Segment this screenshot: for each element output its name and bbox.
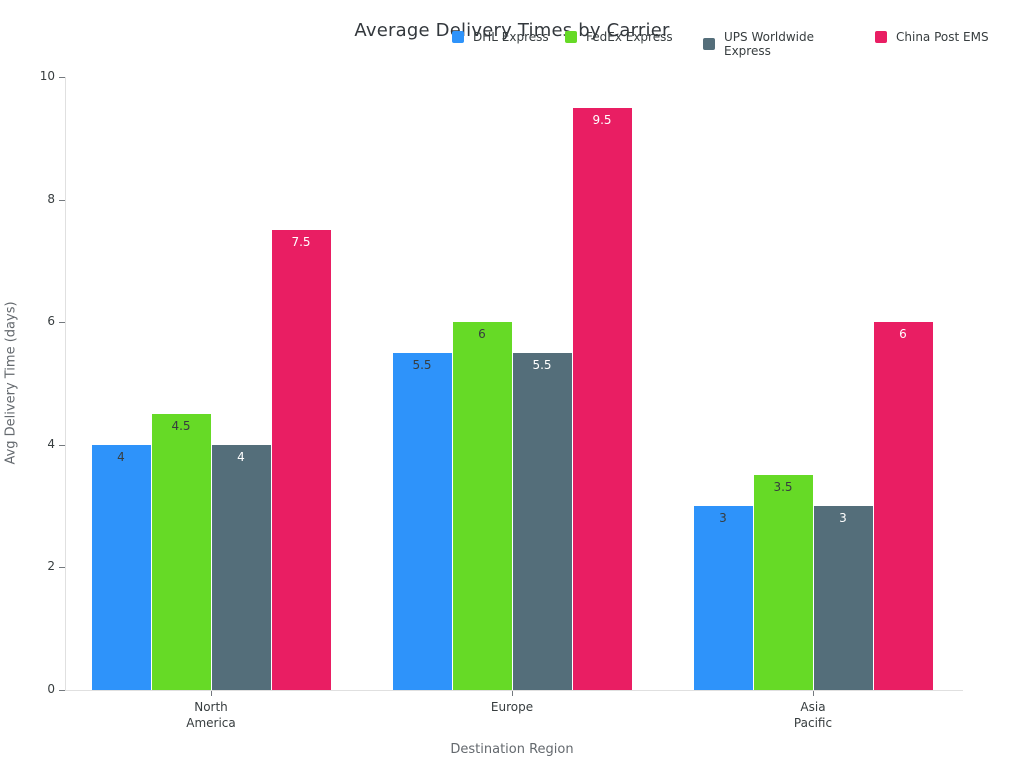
y-axis-tick [59, 567, 65, 569]
bar-china-post-ems-asia-pacific: 6 [873, 322, 933, 690]
legend-swatch-icon [565, 31, 577, 43]
bar-fedex-express-north-america: 4.5 [151, 414, 211, 690]
bar-value-label: 6 [478, 327, 486, 342]
y-axis-title: Avg Delivery Time (days) [3, 301, 19, 465]
legend-label: DHL Express [473, 30, 549, 44]
bar-ups-worldwide-express-asia-pacific: 3 [813, 506, 873, 690]
legend-swatch-icon [452, 31, 464, 43]
x-axis-line [65, 690, 963, 691]
x-axis-tick-label-asia-pacific: Asia Pacific [793, 700, 833, 730]
y-axis-tick [59, 322, 65, 324]
legend-item-fedex-express[interactable]: FedEx Express [565, 30, 673, 44]
bar-value-label: 6 [899, 327, 907, 342]
bar-china-post-ems-europe: 9.5 [572, 107, 632, 690]
legend-item-ups-worldwide-express[interactable]: UPS Worldwide Express [703, 30, 824, 58]
y-axis-tick [59, 444, 65, 446]
bar-fedex-express-europe: 6 [452, 322, 512, 690]
bar-dhl-express-europe: 5.5 [392, 352, 452, 690]
bar-value-label: 4 [117, 449, 125, 464]
legend-label: FedEx Express [586, 30, 673, 44]
y-axis-tick-label: 2 [47, 559, 55, 574]
y-axis-tick [59, 77, 65, 78]
bar-value-label: 4.5 [171, 419, 191, 434]
bar-dhl-express-north-america: 4 [91, 444, 151, 690]
bar-dhl-express-asia-pacific: 3 [693, 506, 753, 690]
y-axis-line [65, 77, 66, 690]
x-axis-tick-label-north-america: North America [186, 700, 236, 730]
x-axis-tick [813, 691, 814, 696]
legend-label: UPS Worldwide Express [724, 30, 814, 58]
legend-label: China Post EMS [896, 30, 989, 44]
bar-value-label: 3 [839, 511, 847, 526]
legend-item-dhl-express[interactable]: DHL Express [452, 30, 549, 44]
y-axis-tick-label: 10 [39, 69, 55, 83]
y-axis-tick [59, 690, 65, 691]
bar-value-label: 5.5 [532, 357, 552, 372]
y-axis-tick-label: 0 [47, 682, 55, 696]
bar-value-label: 9.5 [592, 112, 612, 127]
bar-value-label: 7.5 [291, 235, 311, 250]
legend-swatch-icon [875, 31, 887, 43]
bar-china-post-ems-north-america: 7.5 [271, 230, 331, 690]
y-axis-tick-label: 8 [47, 191, 55, 206]
legend-item-china-post-ems[interactable]: China Post EMS [875, 30, 989, 44]
y-axis-tick-label: 6 [47, 314, 55, 329]
chart-title: Average Delivery Times by Carrier [354, 20, 670, 41]
bar-ups-worldwide-express-north-america: 4 [211, 444, 271, 690]
x-axis-tick [211, 691, 212, 696]
bar-ups-worldwide-express-europe: 5.5 [512, 352, 572, 690]
legend-swatch-icon [703, 38, 715, 50]
x-axis-tick [512, 691, 513, 696]
bar-fedex-express-asia-pacific: 3.5 [753, 475, 813, 690]
x-axis-title: Destination Region [450, 742, 574, 757]
bar-value-label: 5.5 [412, 357, 432, 372]
y-axis-tick [59, 199, 65, 201]
bar-value-label: 3.5 [773, 480, 793, 495]
bar-value-label: 4 [237, 449, 245, 464]
bar-value-label: 3 [719, 511, 727, 526]
x-axis-tick-label-europe: Europe [490, 700, 534, 714]
y-axis-tick-label: 4 [47, 436, 55, 451]
